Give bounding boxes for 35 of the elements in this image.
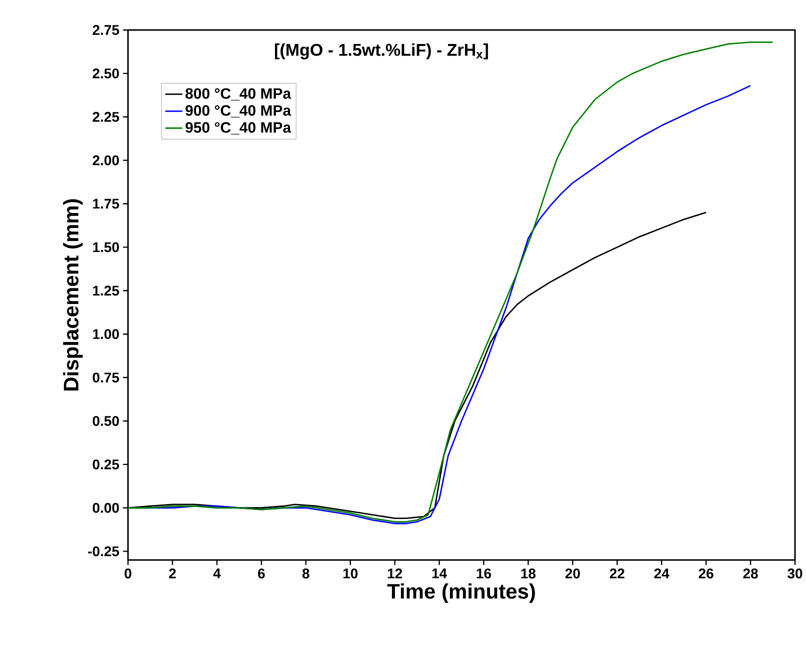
x-axis-title: Time (minutes)	[387, 583, 535, 603]
x-tick-label: 16	[476, 568, 492, 578]
y-tick-label: 2.75	[92, 25, 120, 35]
x-tick-label: 10	[343, 568, 358, 578]
x-tick-label: 0	[124, 568, 132, 578]
x-tick-label: 18	[521, 568, 536, 578]
y-tick-label: 0.25	[92, 459, 120, 470]
x-tick-label: 28	[743, 568, 758, 578]
y-tick-label: -0.25	[88, 546, 120, 556]
y-axis-title: Displacement (mm)	[63, 199, 83, 390]
legend-label: 800 °C_40 MPa	[185, 88, 292, 101]
x-tick-label: 26	[698, 568, 714, 578]
legend-label: 950 °C_40 MPa	[186, 122, 292, 134]
legend-label: 900 °C_40 MPa	[186, 105, 292, 118]
x-tick-label: 20	[565, 568, 580, 578]
y-tick-label: 1.00	[93, 329, 119, 340]
y-tick-label: 1.25	[93, 286, 120, 296]
text: [(MgO - 1.5wt.%LiF) - ZrH$_{x}$]	[274, 43, 488, 60]
x-tick-label: 4	[213, 568, 221, 578]
y-tick-label: 0.00	[92, 502, 119, 513]
y-tick-label: 1.50	[93, 242, 119, 252]
y-tick-label: 0.50	[92, 416, 119, 426]
x-tick-label: 12	[388, 568, 402, 578]
y-tick-label: 0.75	[92, 372, 120, 382]
x-tick-label: 6	[258, 568, 265, 578]
x-tick-label: 30	[788, 568, 802, 578]
y-tick-label: 2.50	[92, 68, 119, 78]
y-tick-label: 2.00	[92, 155, 119, 166]
x-tick-label: 22	[610, 568, 624, 578]
x-tick-label: 24	[654, 568, 670, 578]
y-tick-label: 1.75	[93, 198, 120, 209]
x-tick-label: 14	[432, 568, 447, 578]
y-tick-label: 2.25	[92, 112, 120, 122]
x-tick-label: 8	[302, 568, 310, 578]
x-tick-label: 2	[169, 568, 176, 578]
